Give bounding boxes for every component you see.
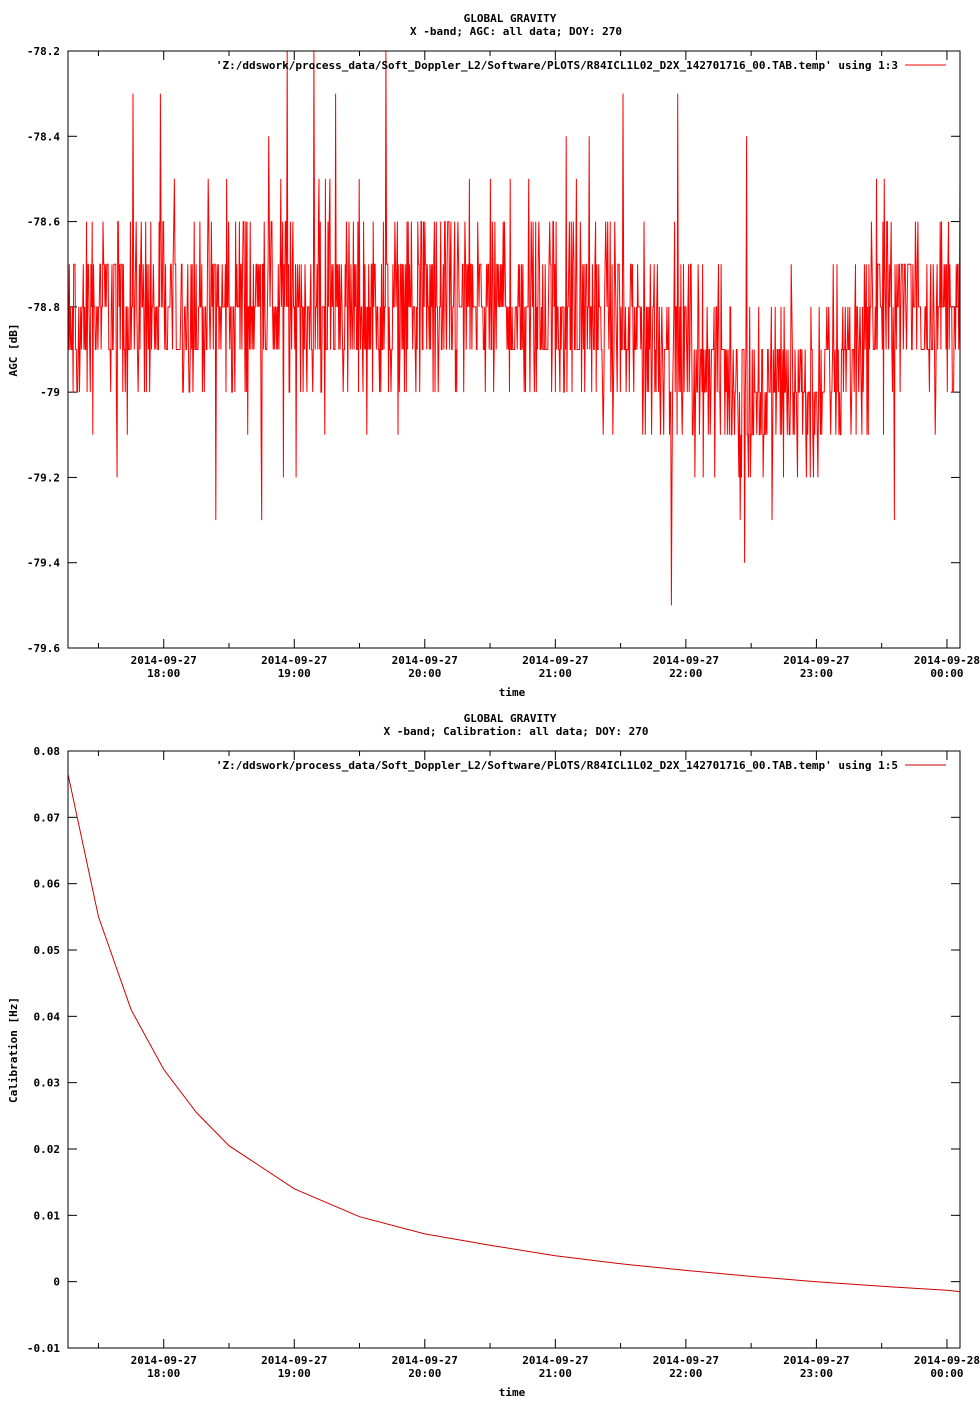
agc-plot-frame	[67, 50, 961, 649]
calibration-y-tick-label: 0.03	[34, 1077, 61, 1090]
agc-x-tick-label-time: 00:00	[930, 667, 963, 680]
agc-y-tick-label: -79.2	[27, 471, 60, 484]
agc-x-tick-label-time: 22:00	[669, 667, 702, 680]
calibration-y-tick-label: -0.01	[27, 1342, 60, 1355]
agc-x-tick-label-date: 2014-09-28	[914, 654, 980, 667]
agc-x-tick-label-date: 2014-09-27	[522, 654, 588, 667]
agc-x-tick-label-time: 19:00	[278, 667, 311, 680]
calibration-x-axis-label: time	[499, 1386, 526, 1399]
calibration-subtitle: X -band; Calibration: all data; DOY: 270	[384, 725, 649, 738]
agc-x-tick-label-time: 23:00	[800, 667, 833, 680]
calibration-x-tick-label-time: 21:00	[539, 1367, 572, 1380]
calibration-y-tick-label: 0.08	[34, 745, 61, 758]
calibration-x-tick-label-time: 18:00	[147, 1367, 180, 1380]
agc-y-tick-label: -78.2	[27, 45, 60, 58]
calibration-x-tick-label-date: 2014-09-28	[914, 1354, 980, 1367]
agc-x-tick-label-time: 20:00	[408, 667, 441, 680]
agc-subtitle: X -band; AGC: all data; DOY: 270	[410, 25, 622, 38]
calibration-x-tick-label-time: 00:00	[930, 1367, 963, 1380]
agc-legend-label: 'Z:/ddswork/process_data/Soft_Doppler_L2…	[216, 59, 898, 72]
calibration-x-tick-label-date: 2014-09-27	[653, 1354, 719, 1367]
agc-x-tick-label-date: 2014-09-27	[392, 654, 458, 667]
calibration-panel: GLOBAL GRAVITY X -band; Calibration: all…	[7, 712, 980, 1399]
agc-x-tick-label-time: 18:00	[147, 667, 180, 680]
calibration-y-tick-label: 0	[53, 1276, 60, 1289]
calibration-title: GLOBAL GRAVITY	[464, 712, 557, 725]
agc-series-line	[68, 50, 961, 606]
agc-y-tick-label: -79	[40, 386, 60, 399]
agc-y-tick-label: -79.6	[27, 642, 60, 655]
calibration-legend-label: 'Z:/ddswork/process_data/Soft_Doppler_L2…	[216, 759, 898, 772]
agc-y-tick-label: -78.8	[27, 301, 60, 314]
agc-y-tick-labels: -78.2 -78.4 -78.6 -78.8 -79 -79.2 -79.4 -79.6	[27, 45, 60, 655]
calibration-y-tick-label: 0.02	[34, 1143, 61, 1156]
calibration-plot-frame	[67, 750, 961, 1349]
calibration-y-tick-label: 0.07	[34, 811, 61, 824]
calibration-x-tick-label-date: 2014-09-27	[522, 1354, 588, 1367]
calibration-y-tick-label: 0.06	[34, 878, 61, 891]
agc-x-tick-label-date: 2014-09-27	[261, 654, 327, 667]
agc-ticks	[68, 50, 960, 649]
agc-y-tick-label: -78.4	[27, 130, 60, 143]
calibration-ticks	[68, 750, 960, 1349]
calibration-y-tick-label: 0.04	[34, 1010, 61, 1023]
calibration-x-tick-label-time: 23:00	[800, 1367, 833, 1380]
calibration-y-tick-labels: 0.08 0.07 0.06 0.05 0.04 0.03 0.02 0.01 0 -0.01	[27, 745, 60, 1355]
agc-y-tick-label: -78.6	[27, 216, 60, 229]
agc-x-tick-label-date: 2014-09-27	[131, 654, 197, 667]
calibration-x-tick-label-time: 22:00	[669, 1367, 702, 1380]
agc-x-tick-label-date: 2014-09-27	[783, 654, 849, 667]
agc-title: GLOBAL GRAVITY	[464, 12, 557, 25]
agc-x-axis-label: time	[499, 686, 526, 699]
calibration-x-tick-labels: 2014-09-2718:002014-09-2719:002014-09-27…	[131, 1354, 980, 1380]
calibration-x-tick-label-date: 2014-09-27	[783, 1354, 849, 1367]
calibration-y-tick-label: 0.01	[34, 1209, 61, 1222]
agc-y-tick-label: -79.4	[27, 557, 60, 570]
agc-x-tick-label-time: 21:00	[539, 667, 572, 680]
agc-x-tick-labels: 2014-09-2718:002014-09-2719:002014-09-27…	[131, 654, 980, 680]
calibration-x-tick-label-date: 2014-09-27	[261, 1354, 327, 1367]
calibration-x-tick-label-date: 2014-09-27	[392, 1354, 458, 1367]
calibration-x-tick-label-time: 19:00	[278, 1367, 311, 1380]
calibration-y-tick-label: 0.05	[34, 944, 61, 957]
agc-x-tick-label-date: 2014-09-27	[653, 654, 719, 667]
agc-y-axis-label: AGC [dB]	[7, 324, 20, 377]
calibration-x-tick-label-date: 2014-09-27	[131, 1354, 197, 1367]
agc-panel: GLOBAL GRAVITY X -band; AGC: all data; D…	[7, 12, 980, 699]
calibration-x-tick-label-time: 20:00	[408, 1367, 441, 1380]
calibration-y-axis-label: Calibration [Hz]	[7, 997, 20, 1103]
calibration-series-line	[67, 774, 961, 1293]
